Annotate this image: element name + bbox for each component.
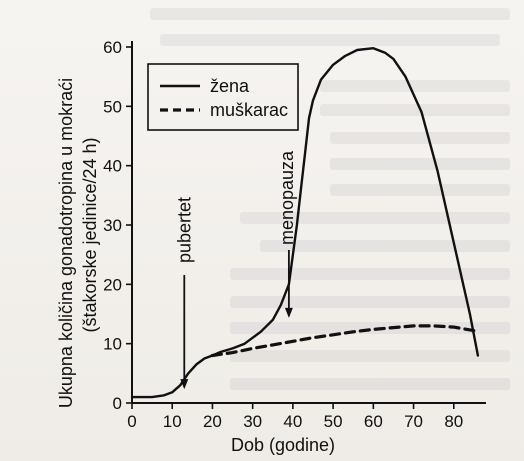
series-line-female [130,47,480,399]
x-tick-label-20: 20 [203,412,222,431]
x-tick-label-10: 10 [163,412,182,431]
y-tick-label-0: 0 [113,394,122,413]
series-line-male [210,324,476,358]
annotation-pubertet: pubertet [174,197,194,263]
arrow-pubertet-head [180,379,189,390]
legend-box [147,63,299,131]
legend-label-1: muškarac [210,100,288,120]
y-axis-subtitle: (štakorske jedinice/24 h) [80,137,100,332]
annotation-menopauza: menopauza [277,150,297,245]
y-axis-title: Ukupna količina gonadotropina u mokraći [56,78,76,408]
y-tick-label-10: 10 [103,335,122,354]
x-tick-label-80: 80 [444,412,463,431]
legend-label-0: žena [210,76,250,96]
y-tick-label-40: 40 [103,157,122,176]
y-tick-label-20: 20 [103,275,122,294]
x-tick-label-40: 40 [283,412,302,431]
y-tick-label-50: 50 [103,97,122,116]
x-tick-label-50: 50 [324,412,343,431]
x-tick-label-60: 60 [364,412,383,431]
x-tick-label-30: 30 [243,412,262,431]
arrow-menopauza-head [284,307,293,318]
y-tick-label-60: 60 [103,38,122,57]
x-tick-label-70: 70 [404,412,423,431]
x-tick-label-0: 0 [127,412,136,431]
y-tick-label-30: 30 [103,216,122,235]
x-axis-title: Dob (godine) [231,435,335,455]
